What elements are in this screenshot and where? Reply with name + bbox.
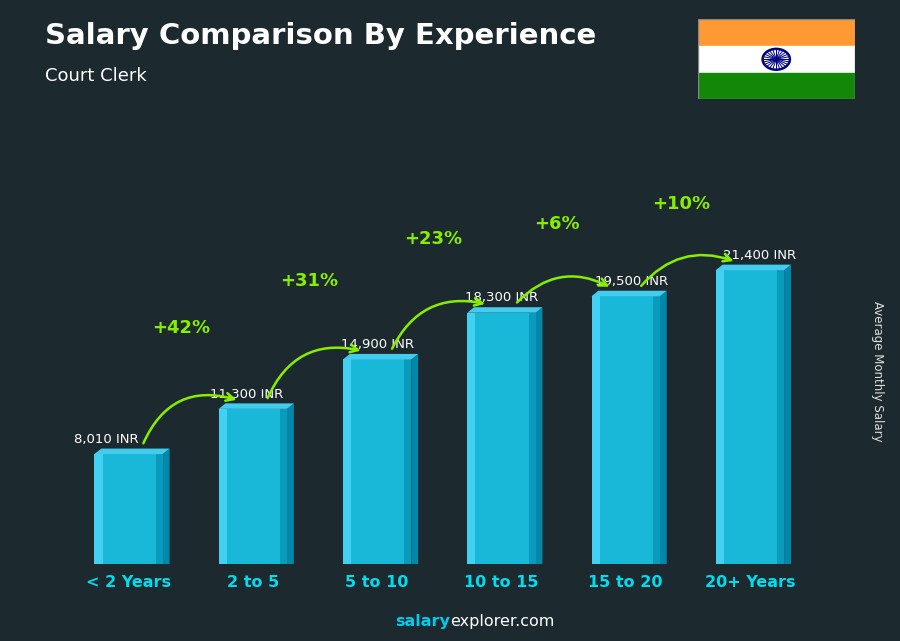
Text: 18,300 INR: 18,300 INR	[465, 292, 538, 304]
Polygon shape	[467, 307, 543, 313]
Polygon shape	[536, 307, 543, 564]
Text: +23%: +23%	[404, 230, 462, 248]
Polygon shape	[784, 265, 791, 564]
Text: 8,010 INR: 8,010 INR	[74, 433, 139, 446]
Text: +31%: +31%	[280, 272, 338, 290]
Polygon shape	[163, 449, 169, 564]
Polygon shape	[716, 265, 791, 270]
FancyArrowPatch shape	[392, 298, 482, 349]
Text: 11,300 INR: 11,300 INR	[210, 388, 284, 401]
Text: +6%: +6%	[535, 215, 581, 233]
Polygon shape	[287, 403, 294, 564]
Text: salary: salary	[395, 615, 450, 629]
FancyArrowPatch shape	[641, 254, 731, 286]
Polygon shape	[660, 291, 667, 564]
Polygon shape	[716, 270, 784, 564]
Bar	[698, 19, 855, 46]
Polygon shape	[219, 403, 294, 409]
Polygon shape	[219, 409, 227, 564]
Bar	[698, 72, 855, 99]
Polygon shape	[343, 360, 351, 564]
Text: 21,400 INR: 21,400 INR	[724, 249, 796, 262]
Text: 14,900 INR: 14,900 INR	[340, 338, 414, 351]
Circle shape	[774, 58, 778, 61]
Polygon shape	[467, 313, 475, 564]
Polygon shape	[716, 270, 724, 564]
Text: Salary Comparison By Experience: Salary Comparison By Experience	[45, 22, 596, 51]
Polygon shape	[591, 296, 599, 564]
Text: 19,500 INR: 19,500 INR	[596, 275, 669, 288]
FancyArrowPatch shape	[517, 276, 608, 303]
FancyArrowPatch shape	[143, 393, 234, 444]
Polygon shape	[411, 354, 418, 564]
Polygon shape	[591, 296, 660, 564]
Polygon shape	[653, 296, 660, 564]
Text: +42%: +42%	[152, 319, 210, 337]
Polygon shape	[343, 360, 411, 564]
Polygon shape	[778, 270, 784, 564]
Polygon shape	[219, 409, 287, 564]
Polygon shape	[467, 313, 536, 564]
Text: Average Monthly Salary: Average Monthly Salary	[871, 301, 884, 442]
Polygon shape	[343, 354, 418, 360]
Polygon shape	[280, 409, 287, 564]
Polygon shape	[94, 454, 163, 564]
Text: Court Clerk: Court Clerk	[45, 67, 147, 85]
Polygon shape	[591, 291, 667, 296]
Text: +10%: +10%	[652, 196, 711, 213]
Polygon shape	[404, 360, 411, 564]
Polygon shape	[94, 449, 169, 454]
Polygon shape	[94, 454, 103, 564]
Text: explorer.com: explorer.com	[450, 615, 554, 629]
Polygon shape	[156, 454, 163, 564]
Bar	[698, 46, 855, 72]
FancyArrowPatch shape	[267, 345, 358, 398]
Polygon shape	[529, 313, 535, 564]
